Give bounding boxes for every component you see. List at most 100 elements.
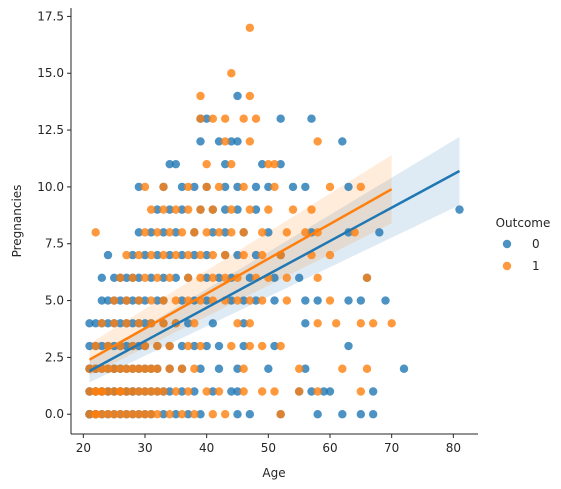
point-series-1 [245, 205, 255, 214]
point-series-1 [171, 387, 181, 396]
point-series-0 [264, 364, 273, 373]
point-series-0 [233, 387, 242, 396]
point-series-0 [196, 410, 205, 419]
point-series-0 [208, 387, 218, 396]
point-series-1 [159, 296, 168, 305]
point-series-0 [171, 410, 181, 419]
point-series-1 [146, 296, 156, 305]
point-series-0 [153, 296, 162, 305]
point-series-0 [233, 182, 242, 192]
point-series-0 [103, 250, 113, 260]
point-series-0 [190, 387, 199, 396]
point-series-0 [97, 341, 107, 351]
point-series-0 [239, 341, 248, 351]
point-series-0 [202, 114, 211, 123]
point-series-1 [122, 250, 131, 260]
point-series-0 [153, 205, 162, 214]
point-series-1 [140, 182, 150, 192]
point-series-0 [344, 182, 353, 192]
point-series-1 [245, 341, 255, 351]
y-tick-label: 15.0 [37, 66, 64, 80]
point-series-0 [214, 341, 224, 351]
point-series-0 [325, 387, 335, 396]
point-series-1 [196, 341, 205, 351]
point-series-1 [177, 228, 187, 237]
legend: Outcome 0 1 [496, 216, 551, 273]
point-series-1 [116, 410, 125, 419]
point-series-0 [202, 341, 211, 351]
point-series-0 [270, 273, 279, 283]
point-series-1 [214, 387, 224, 396]
point-series-1 [97, 410, 107, 419]
point-series-1 [245, 23, 255, 32]
point-series-1 [202, 182, 211, 192]
point-series-0 [344, 296, 353, 305]
point-series-0 [455, 205, 464, 214]
point-series-1 [153, 364, 162, 373]
point-series-1 [368, 319, 378, 328]
point-series-1 [387, 319, 396, 328]
point-series-1 [146, 387, 156, 396]
point-series-0 [399, 364, 409, 373]
point-series-0 [270, 296, 279, 305]
point-series-0 [245, 410, 255, 419]
point-series-0 [301, 319, 310, 328]
point-series-1 [239, 250, 248, 260]
point-series-0 [177, 296, 187, 305]
point-series-0 [128, 319, 137, 328]
point-series-1 [165, 364, 174, 373]
y-axis-label: Pregnancies [10, 185, 24, 258]
point-series-1 [146, 250, 156, 260]
point-series-1 [257, 341, 267, 351]
point-series-0 [134, 228, 144, 237]
point-series-1 [214, 182, 224, 192]
y-tick-label: 5.0 [45, 294, 64, 308]
point-series-1 [227, 228, 236, 237]
point-series-0 [214, 273, 224, 283]
point-series-1 [239, 387, 248, 396]
point-series-0 [301, 182, 310, 192]
point-series-1 [257, 296, 267, 305]
point-series-1 [103, 410, 113, 419]
point-series-1 [159, 387, 168, 396]
point-series-0 [239, 319, 248, 328]
point-series-1 [313, 387, 322, 396]
point-series-0 [177, 341, 187, 351]
regression-lines [88, 169, 461, 373]
point-series-0 [227, 296, 236, 305]
point-series-1 [245, 137, 255, 146]
point-series-1 [183, 182, 193, 192]
y-ticks: 0.0 2.5 5.0 7.5 10.0 12.5 15.0 17.5 [37, 9, 71, 421]
point-series-1 [91, 410, 100, 419]
point-series-0 [159, 228, 168, 237]
point-series-0 [140, 319, 150, 328]
point-series-1 [331, 319, 341, 328]
point-series-1 [134, 364, 144, 373]
point-series-0 [103, 296, 113, 305]
point-series-0 [264, 182, 273, 192]
point-series-0 [177, 387, 187, 396]
legend-label-1: 1 [532, 259, 540, 273]
point-series-1 [128, 410, 137, 419]
point-series-0 [239, 296, 248, 305]
point-series-1 [85, 410, 94, 419]
point-series-1 [196, 114, 205, 123]
point-series-1 [165, 273, 174, 283]
point-series-0 [319, 387, 329, 396]
point-series-1 [227, 159, 236, 169]
point-series-1 [208, 273, 218, 283]
point-series-0 [338, 137, 347, 146]
point-series-1 [97, 387, 107, 396]
point-series-1 [208, 410, 218, 419]
point-series-1 [140, 228, 150, 237]
point-series-0 [307, 114, 316, 123]
point-series-1 [116, 273, 125, 283]
point-series-0 [196, 137, 205, 146]
x-ticks: 20 30 40 50 60 70 80 [76, 434, 461, 455]
point-series-1 [202, 387, 211, 396]
point-series-1 [313, 273, 322, 283]
point-series-0 [251, 296, 261, 305]
point-series-1 [239, 228, 248, 237]
point-series-0 [103, 319, 113, 328]
legend-title: Outcome [496, 216, 551, 230]
